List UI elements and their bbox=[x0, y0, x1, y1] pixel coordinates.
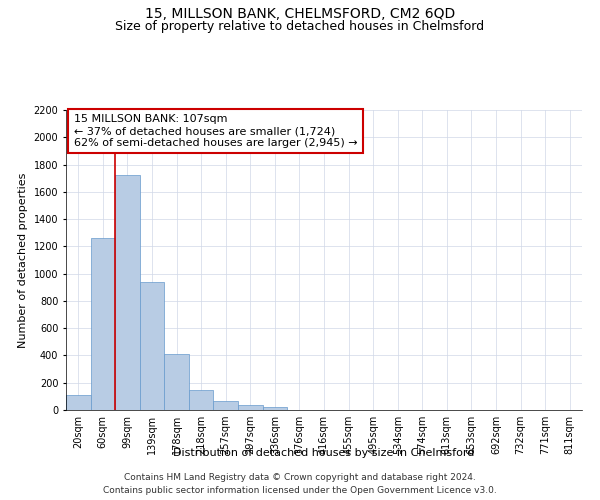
Y-axis label: Number of detached properties: Number of detached properties bbox=[18, 172, 28, 348]
Bar bbox=[91, 238, 115, 410]
Bar bbox=[140, 282, 164, 410]
Text: Distribution of detached houses by size in Chelmsford: Distribution of detached houses by size … bbox=[173, 448, 475, 458]
Bar bbox=[66, 396, 91, 410]
Text: 15, MILLSON BANK, CHELMSFORD, CM2 6QD: 15, MILLSON BANK, CHELMSFORD, CM2 6QD bbox=[145, 8, 455, 22]
Bar bbox=[214, 401, 238, 410]
Text: Contains public sector information licensed under the Open Government Licence v3: Contains public sector information licen… bbox=[103, 486, 497, 495]
Bar bbox=[238, 405, 263, 410]
Text: 15 MILLSON BANK: 107sqm
← 37% of detached houses are smaller (1,724)
62% of semi: 15 MILLSON BANK: 107sqm ← 37% of detache… bbox=[74, 114, 358, 148]
Text: Contains HM Land Registry data © Crown copyright and database right 2024.: Contains HM Land Registry data © Crown c… bbox=[124, 472, 476, 482]
Bar bbox=[189, 390, 214, 410]
Bar bbox=[263, 408, 287, 410]
Text: Size of property relative to detached houses in Chelmsford: Size of property relative to detached ho… bbox=[115, 20, 485, 33]
Bar bbox=[115, 176, 140, 410]
Bar bbox=[164, 354, 189, 410]
